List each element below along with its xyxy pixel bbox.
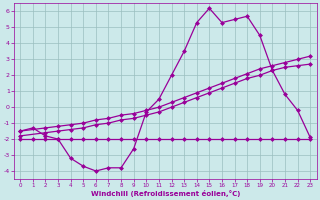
X-axis label: Windchill (Refroidissement éolien,°C): Windchill (Refroidissement éolien,°C) [91, 190, 240, 197]
